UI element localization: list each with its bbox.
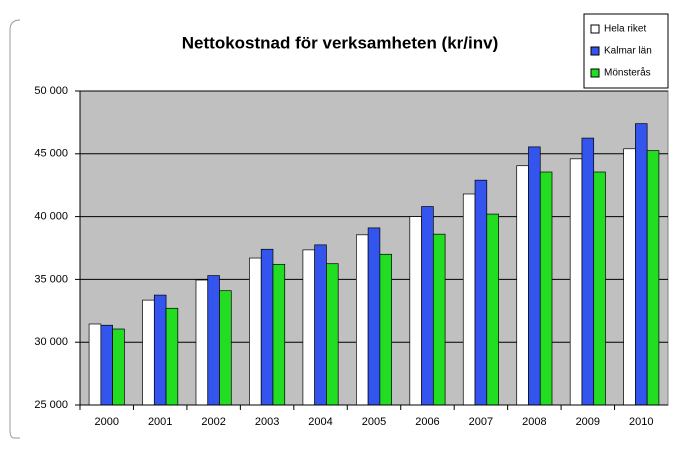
bar bbox=[88, 323, 102, 406]
bar bbox=[302, 249, 316, 406]
y-tick-label: 30 000 bbox=[34, 336, 68, 348]
legend-swatch bbox=[590, 46, 600, 56]
bar bbox=[153, 294, 167, 406]
x-tick-label: 2002 bbox=[201, 416, 225, 428]
x-tick-label: 2003 bbox=[255, 416, 279, 428]
bar bbox=[409, 216, 422, 406]
bar bbox=[207, 275, 220, 406]
x-tick-label: 2006 bbox=[415, 416, 439, 428]
bar bbox=[112, 328, 125, 406]
bar bbox=[421, 206, 434, 406]
bar bbox=[379, 253, 392, 406]
bar bbox=[462, 193, 476, 406]
bar bbox=[195, 279, 209, 406]
bar bbox=[593, 171, 606, 406]
bar bbox=[219, 290, 232, 406]
bar bbox=[142, 299, 155, 406]
legend-swatch bbox=[590, 24, 600, 34]
x-tick-label: 2010 bbox=[629, 416, 653, 428]
bar bbox=[486, 213, 499, 406]
x-tick-label: 2008 bbox=[522, 416, 546, 428]
bar bbox=[165, 307, 179, 406]
bar bbox=[623, 148, 636, 406]
y-tick-label: 45 000 bbox=[34, 148, 68, 160]
legend-label: Kalmar län bbox=[604, 46, 652, 57]
legend-swatch bbox=[590, 68, 600, 78]
x-tick-label: 2000 bbox=[94, 416, 118, 428]
x-tick-label: 2007 bbox=[469, 416, 493, 428]
bar bbox=[326, 263, 339, 406]
y-tick-label: 35 000 bbox=[34, 273, 68, 285]
bar bbox=[474, 179, 488, 406]
bar bbox=[569, 158, 583, 406]
legend-label: Hela riket bbox=[604, 24, 646, 35]
x-tick-label: 2005 bbox=[362, 416, 386, 428]
bar bbox=[635, 123, 648, 406]
legend-label: Mönsterås bbox=[604, 67, 651, 79]
bar bbox=[367, 227, 381, 406]
y-tick-label: 40 000 bbox=[34, 211, 68, 223]
bar bbox=[516, 165, 529, 406]
bar bbox=[314, 244, 327, 406]
bar bbox=[528, 146, 541, 406]
bar bbox=[581, 137, 595, 406]
bar bbox=[272, 263, 286, 406]
x-tick-label: 2001 bbox=[148, 416, 172, 428]
bar bbox=[100, 324, 113, 406]
y-tick-label: 50 000 bbox=[34, 85, 68, 97]
y-tick-label: 25 000 bbox=[34, 399, 68, 411]
bar bbox=[646, 150, 660, 406]
bar bbox=[432, 233, 446, 406]
bar bbox=[260, 248, 274, 406]
x-tick-label: 2004 bbox=[308, 416, 332, 428]
x-tick-label: 2009 bbox=[576, 416, 600, 428]
frame bbox=[9, 19, 21, 439]
chart-title: Nettokostnad för verksamheten (kr/inv) bbox=[182, 33, 498, 52]
bar bbox=[249, 257, 262, 406]
bar bbox=[539, 171, 553, 406]
bar bbox=[356, 234, 369, 406]
